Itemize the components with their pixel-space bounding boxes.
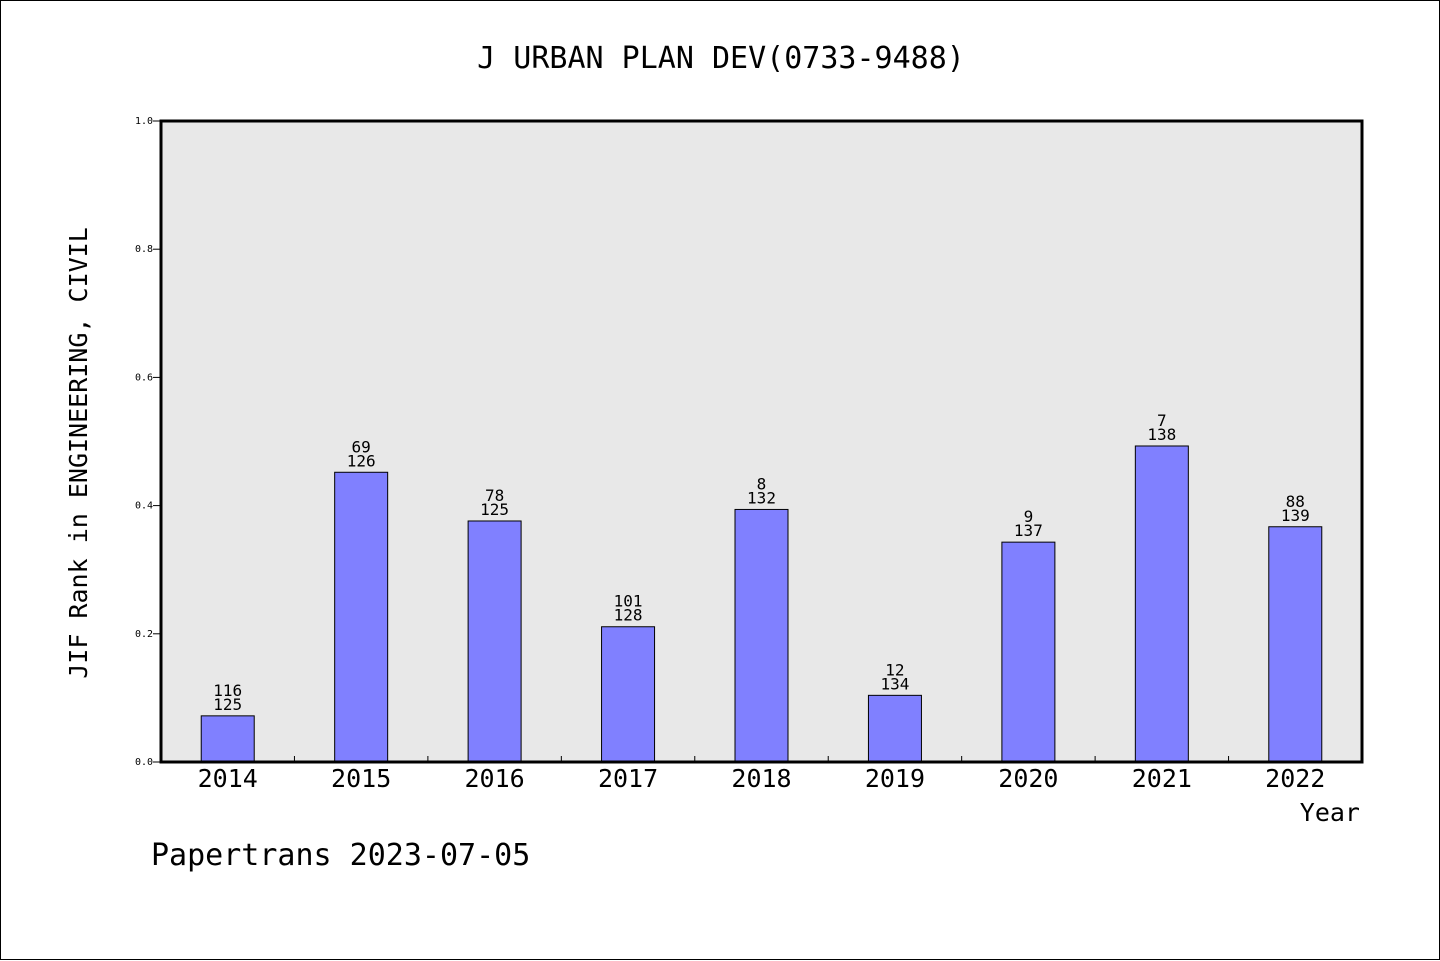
y-tick-label: 0.4: [135, 501, 153, 512]
x-tick-label: 2019: [865, 764, 925, 793]
data-labels: 1161256912678125101128813212134913771388…: [213, 411, 1309, 714]
x-tick-label: 2017: [598, 764, 658, 793]
x-axis: 2014 2015 2016 2017 2018 2019 2020 2021 2022: [198, 756, 1325, 793]
total-label: 137: [1014, 521, 1043, 540]
total-label: 126: [347, 451, 376, 470]
bar-2020: [1001, 541, 1056, 763]
x-tick-label: 2021: [1132, 764, 1192, 793]
y-tick-label: 1.0: [135, 116, 153, 127]
x-axis-label: Year: [1300, 798, 1360, 827]
plot-border: [159, 119, 1364, 764]
total-label: 134: [880, 674, 909, 693]
rank-label: 12: [885, 660, 904, 679]
bar-2014: [200, 715, 255, 763]
rank-label: 7: [1157, 411, 1167, 430]
total-label: 128: [614, 606, 643, 625]
total-label: 125: [213, 695, 242, 714]
y-axis-label: JIF Rank in ENGINEERING, CIVIL: [64, 227, 93, 679]
chart-title: J URBAN PLAN DEV(0733-9488): [477, 41, 965, 76]
bar-2019: [867, 694, 922, 763]
y-tick-label: 0.2: [135, 629, 153, 640]
x-tick-label: 2018: [731, 764, 791, 793]
watermark-text: Papertrans 2023-07-05: [151, 838, 530, 873]
rank-label: 9: [1024, 507, 1034, 526]
rank-label: 69: [352, 437, 371, 456]
total-label: 139: [1281, 506, 1310, 525]
bar-2021: [1134, 445, 1189, 763]
y-tick-label: 0.6: [135, 372, 153, 383]
rank-label: 78: [485, 486, 504, 505]
rank-label: 116: [213, 681, 242, 700]
total-label: 125: [480, 500, 509, 519]
bar-2017: [601, 626, 656, 763]
y-axis: 0.0 0.2 0.4 0.6 0.8 1.0: [135, 116, 161, 768]
x-tick-label: 2022: [1265, 764, 1325, 793]
total-label: 132: [747, 488, 776, 507]
x-tick-label: 2015: [331, 764, 391, 793]
bars: [200, 445, 1323, 763]
rank-label: 88: [1286, 492, 1305, 511]
rank-label: 101: [614, 592, 643, 611]
bar-2022: [1268, 526, 1323, 763]
total-label: 138: [1147, 425, 1176, 444]
x-tick-label: 2020: [998, 764, 1058, 793]
bar-2018: [734, 508, 789, 763]
bar-2016: [467, 520, 522, 763]
x-tick-label: 2014: [198, 764, 258, 793]
y-tick-label: 0.0: [135, 757, 153, 768]
rank-label: 8: [757, 474, 767, 493]
bar-2015: [334, 471, 389, 763]
y-tick-label: 0.8: [135, 244, 153, 255]
x-tick-label: 2016: [465, 764, 525, 793]
